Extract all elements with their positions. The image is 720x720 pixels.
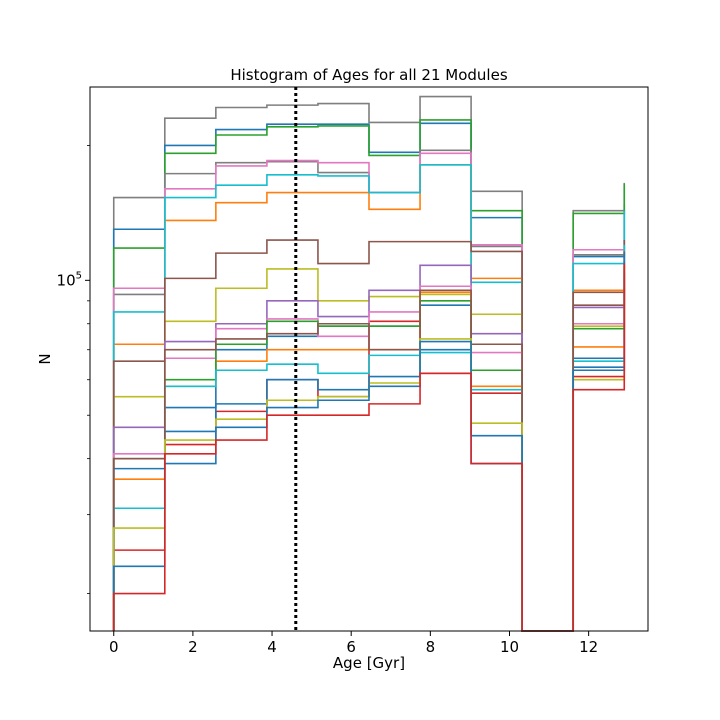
x-tick-label: 2 xyxy=(188,638,198,656)
x-tick-label: 10 xyxy=(500,638,519,656)
plot-frame xyxy=(89,86,649,632)
x-tick-label: 6 xyxy=(346,638,356,656)
y-tick-label: 105 xyxy=(57,270,82,289)
x-tick-label: 4 xyxy=(267,638,277,656)
x-axis-label: Age [Gyr] xyxy=(333,654,405,672)
x-axis-ticks: 0 2 4 6 8 10 12 xyxy=(109,631,598,656)
chart-title: Histogram of Ages for all 21 Modules xyxy=(230,66,507,84)
x-tick-label: 12 xyxy=(579,638,598,656)
y-axis-label: N xyxy=(36,353,54,364)
y-axis-ticks: 105 xyxy=(57,145,90,594)
x-tick-label: 8 xyxy=(426,638,436,656)
x-tick-label: 0 xyxy=(109,638,119,656)
